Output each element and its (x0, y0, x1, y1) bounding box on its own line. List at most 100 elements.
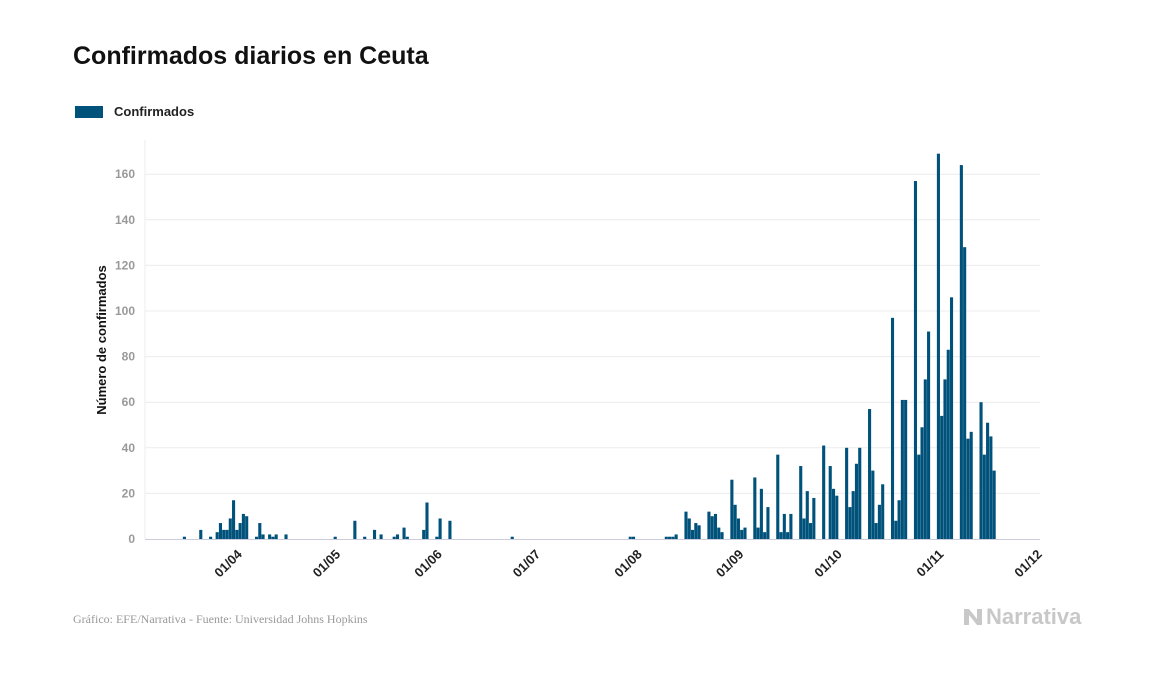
bar (245, 516, 249, 539)
bar (353, 520, 357, 539)
y-tick-label: 20 (122, 486, 136, 500)
bar (363, 536, 367, 539)
bar (674, 534, 678, 539)
bar (730, 479, 734, 539)
x-tick-label: 01/12 (1011, 547, 1045, 581)
bar (874, 523, 878, 539)
bar (963, 247, 967, 539)
bar (268, 534, 272, 539)
bar (959, 165, 963, 539)
x-tick-label: 01/05 (310, 547, 344, 581)
bar (979, 402, 983, 539)
bar (920, 427, 924, 539)
y-tick-label: 60 (122, 395, 136, 409)
bar (222, 529, 226, 539)
bar (733, 504, 737, 539)
bar (238, 523, 242, 539)
bar (766, 507, 770, 539)
bar (438, 518, 442, 539)
bar (395, 534, 400, 539)
bar (209, 536, 213, 539)
bar (392, 536, 396, 539)
x-tick-label: 01/06 (411, 547, 445, 581)
bar (989, 436, 993, 539)
bar (868, 409, 872, 539)
x-tick-label: 01/08 (611, 547, 645, 581)
bar (923, 379, 927, 539)
bar (405, 536, 409, 539)
bar (687, 518, 691, 539)
x-tick-label: 01/10 (811, 547, 845, 581)
bar (992, 470, 996, 539)
bar (854, 463, 859, 539)
x-tick-label: 01/07 (510, 547, 544, 581)
y-tick-label: 0 (128, 532, 135, 546)
bar (900, 399, 904, 539)
x-tick-label: 01/04 (211, 546, 245, 580)
bar (435, 536, 439, 539)
bar (684, 511, 688, 539)
narrativa-logo: Narrativa (962, 604, 1081, 630)
bar (258, 523, 262, 539)
bar (720, 532, 724, 539)
bar (812, 497, 816, 539)
bar (949, 297, 954, 539)
legend-swatch (75, 105, 103, 118)
y-tick-label: 140 (115, 213, 135, 227)
bar (740, 529, 744, 539)
bar (690, 529, 695, 539)
bar (372, 529, 377, 539)
bar (261, 534, 265, 539)
bar (881, 484, 885, 539)
y-tick-label: 100 (115, 304, 135, 318)
bar (228, 518, 232, 539)
bar (805, 491, 809, 539)
bar (232, 500, 236, 539)
bar (274, 534, 278, 539)
bar (890, 317, 895, 539)
bar (631, 536, 636, 539)
bar (756, 527, 760, 539)
bar (943, 379, 947, 539)
bar (927, 331, 931, 539)
bar (789, 513, 793, 539)
bar (986, 422, 990, 539)
bar (215, 532, 219, 539)
bar (448, 520, 452, 539)
x-tick-label: 01/09 (713, 547, 747, 581)
bar (199, 529, 203, 539)
bar (736, 518, 740, 539)
bar (254, 536, 259, 539)
bar (809, 523, 813, 539)
bar (786, 532, 790, 539)
bar (235, 529, 239, 539)
bar (713, 513, 718, 539)
bar (271, 536, 275, 539)
y-tick-label: 80 (122, 350, 136, 364)
bar (710, 516, 714, 539)
bar (628, 536, 632, 539)
bar (802, 518, 806, 539)
narrativa-logo-icon (964, 609, 982, 625)
x-tick-label: 01/11 (913, 547, 946, 580)
bar (982, 454, 986, 539)
bar (241, 513, 245, 539)
bar (425, 502, 429, 539)
bar (379, 534, 383, 539)
bar (799, 466, 803, 539)
bar (897, 500, 901, 539)
chart-title: Confirmados diarios en Ceuta (73, 42, 429, 70)
bar (877, 504, 881, 539)
bar (966, 438, 970, 539)
bar (218, 523, 223, 539)
y-tick-label: 120 (115, 258, 135, 272)
bar (871, 470, 875, 539)
bar (845, 447, 849, 539)
bar (664, 536, 668, 539)
bar (946, 349, 950, 539)
bar (717, 527, 721, 539)
bar (851, 491, 855, 539)
bar (848, 507, 852, 539)
bar (904, 399, 908, 539)
